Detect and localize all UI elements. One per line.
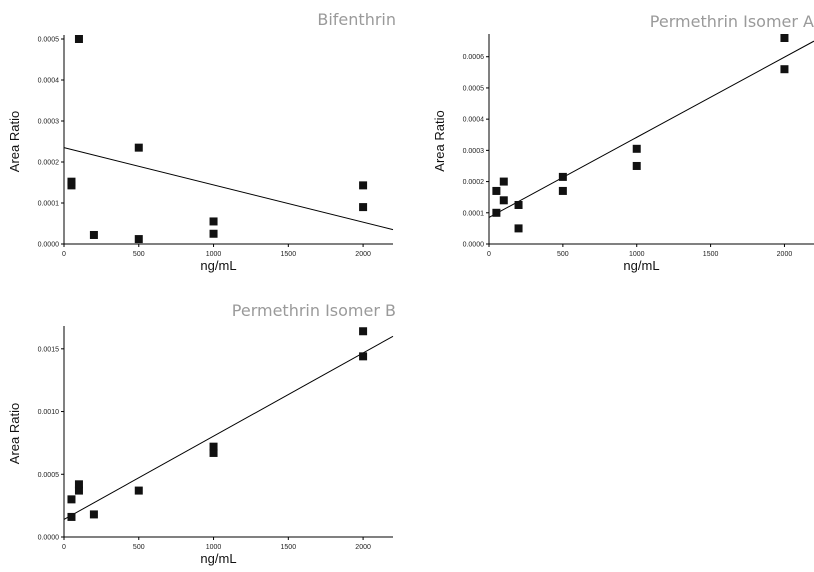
y-axis-label: Area Ratio	[7, 403, 22, 464]
data-point	[359, 352, 368, 361]
x-axis-label: ng/mL	[200, 551, 236, 566]
chart-panel-2: Permethrin Isomer A 0.0000 0.0001 0.0002 0.0…	[432, 12, 814, 273]
data-point	[558, 172, 567, 181]
data-point	[67, 495, 76, 504]
data-point	[74, 486, 83, 495]
x-tick-label: 0	[62, 251, 66, 258]
x-tick-label: 500	[557, 251, 569, 258]
data-point	[492, 208, 501, 217]
y-tick-label: 0.0002	[38, 160, 60, 167]
data-point	[499, 196, 508, 205]
x-tick-label: 2000	[777, 251, 793, 258]
data-point	[134, 143, 143, 152]
y-tick-label: 0.0003	[463, 148, 485, 155]
data-point	[89, 230, 98, 239]
x-tick-label: 1000	[206, 251, 222, 258]
x-tick-label: 2000	[355, 544, 371, 551]
chart-title: Bifenthrin	[317, 10, 396, 29]
data-point	[67, 177, 76, 186]
y-tick-label: 0.0000	[463, 242, 485, 249]
x-tick-label: 500	[133, 544, 145, 551]
fit-line	[63, 335, 394, 520]
y-tick-label: 0.0000	[38, 242, 60, 249]
y-tick-label: 0.0004	[38, 78, 60, 85]
chart-panel-3: Permethrin Isomer B 0.0000 0.0005 0.0010 0.0…	[7, 301, 396, 566]
chart-panel-1: Bifenthrin 0.0000 0.0001 0.0002 0.0003 0.0004…	[7, 10, 396, 273]
y-tick-label: 0.0001	[463, 210, 485, 217]
data-point	[209, 229, 218, 238]
y-tick-label: 0.0005	[38, 37, 60, 44]
x-tick-label: 1000	[206, 544, 222, 551]
data-point	[89, 510, 98, 519]
data-point	[209, 448, 218, 457]
data-point	[492, 186, 501, 195]
y-tick-label: 0.0001	[38, 201, 60, 208]
y-tick-label: 0.0006	[463, 54, 485, 61]
data-point	[780, 65, 789, 74]
data-point	[514, 224, 523, 233]
data-point	[359, 181, 368, 190]
x-axis-label: ng/mL	[200, 258, 236, 273]
data-point	[499, 177, 508, 186]
x-tick-label: 500	[133, 251, 145, 258]
chart-title: Permethrin Isomer B	[232, 301, 396, 320]
x-tick-label: 0	[487, 251, 491, 258]
fit-line	[488, 40, 814, 218]
x-tick-label: 1000	[629, 251, 645, 258]
y-tick-label: 0.0005	[463, 85, 485, 92]
x-tick-label: 2000	[355, 251, 371, 258]
data-point	[514, 200, 523, 209]
y-tick-label: 0.0004	[463, 117, 485, 124]
x-axis-label: ng/mL	[623, 258, 659, 273]
data-point	[209, 217, 218, 226]
data-point	[780, 34, 789, 42]
data-point	[209, 442, 218, 451]
data-point	[74, 35, 83, 43]
y-tick-label: 0.0005	[38, 472, 60, 479]
data-point	[558, 186, 567, 195]
y-tick-label: 0.0002	[463, 179, 485, 186]
data-point	[632, 161, 641, 170]
chart-title: Permethrin Isomer A	[650, 12, 814, 31]
y-tick-label: 0.0003	[38, 119, 60, 126]
x-tick-label: 1500	[281, 544, 297, 551]
data-point	[632, 144, 641, 153]
x-tick-label: 0	[62, 544, 66, 551]
y-tick-label: 0.0015	[38, 346, 60, 353]
y-axis-label: Area Ratio	[7, 111, 22, 172]
data-point	[134, 235, 143, 244]
data-point	[134, 486, 143, 495]
data-point	[359, 203, 368, 212]
data-point	[67, 512, 76, 521]
x-tick-label: 1500	[281, 251, 297, 258]
y-tick-label: 0.0010	[38, 409, 60, 416]
data-point	[359, 327, 368, 336]
data-point	[74, 480, 83, 489]
x-tick-label: 1500	[703, 251, 719, 258]
fit-line	[63, 147, 394, 231]
y-axis-label: Area Ratio	[432, 110, 447, 171]
y-tick-label: 0.0000	[38, 535, 60, 542]
